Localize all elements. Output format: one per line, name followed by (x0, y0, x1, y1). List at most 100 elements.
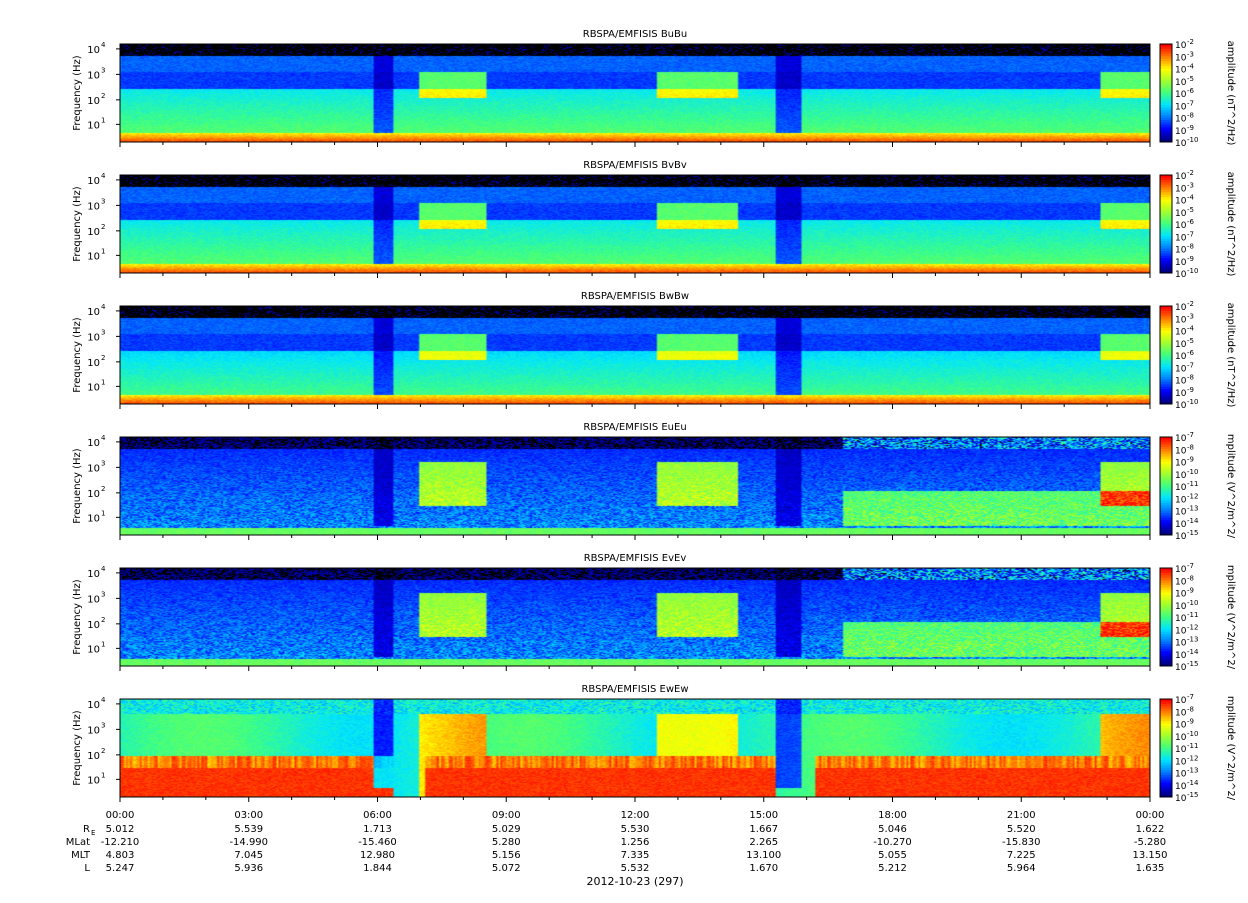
spectrogram-image (120, 437, 1150, 535)
colorbar-segment (1160, 767, 1172, 771)
colorbar-segment (1160, 772, 1172, 776)
ephemeris-value: -15.460 (358, 837, 397, 848)
colorbar-segment (1160, 260, 1172, 264)
colorbar-tick-label: 10 (1175, 614, 1187, 624)
colorbar-segment (1160, 306, 1172, 309)
colorbar-segment (1160, 748, 1172, 751)
colorbar-segment (1160, 216, 1172, 220)
colorbar-tick-exponent: -7 (1187, 230, 1194, 238)
y-axis-label: Frequency (Hz) (72, 317, 83, 393)
colorbar-tick-exponent: -10 (1187, 730, 1198, 738)
y-tick-label: 10 (87, 775, 100, 786)
x-tick-label: 03:00 (234, 810, 263, 821)
colorbar-frame (1159, 174, 1173, 274)
colorbar-label: mplitude (V^2/m^2/ (1225, 565, 1236, 670)
colorbar-segment (1160, 643, 1172, 647)
y-tick-label: 10 (87, 120, 100, 131)
colorbar-segment (1160, 757, 1172, 761)
ephemeris-value: 1.713 (363, 824, 392, 835)
colorbar-tick-exponent: -10 (1187, 267, 1198, 275)
colorbar-segment (1160, 258, 1172, 262)
y-tick-exponent: 1 (101, 116, 105, 124)
colorbar-tick-exponent: -15 (1187, 791, 1198, 799)
colorbar-segment (1160, 745, 1172, 749)
colorbar-segment (1160, 789, 1172, 793)
colorbar-label: mplitude (V^2/m^2/ (1225, 696, 1236, 801)
y-tick-label: 10 (87, 644, 100, 655)
ephemeris-value: 5.055 (878, 850, 907, 861)
x-tick-label: 21:00 (1007, 810, 1036, 821)
y-tick-exponent: 1 (101, 640, 105, 648)
colorbar-frame (1159, 305, 1173, 405)
y-tick-exponent: 3 (101, 328, 105, 336)
panel-title: RBSPA/EMFISIS EwEw (581, 684, 688, 695)
colorbar-segment (1160, 651, 1172, 655)
colorbar-segment (1160, 187, 1172, 191)
y-tick-label: 10 (87, 463, 100, 474)
colorbar-tick-exponent: -12 (1187, 754, 1198, 762)
colorbar-tick-label: 10 (1175, 626, 1187, 636)
colorbar-tick-exponent: -9 (1187, 124, 1194, 132)
colorbar-segment (1160, 594, 1172, 598)
colorbar-tick-label: 10 (1175, 782, 1187, 792)
colorbar-tick-label: 10 (1175, 733, 1187, 743)
colorbar-segment (1160, 228, 1172, 232)
colorbar-segment (1160, 332, 1172, 336)
colorbar-tick-label: 10 (1175, 303, 1187, 313)
colorbar-segment (1160, 609, 1172, 613)
colorbar-tick-label: 10 (1175, 459, 1187, 469)
colorbar-segment (1160, 760, 1172, 764)
date-label: 2012-10-23 (297) (586, 875, 683, 888)
colorbar-segment (1160, 721, 1172, 724)
colorbar-segment (1160, 520, 1172, 524)
colorbar-tick-label: 10 (1175, 639, 1187, 649)
time-axis: 00:00 03:00 06:00 09:00 12:00 15:00 18:00 21:00… (106, 810, 1165, 821)
colorbar-segment (1160, 112, 1172, 116)
colorbar-segment (1160, 83, 1172, 87)
colorbar-segment (1160, 364, 1172, 368)
ephemeris-value: 13.150 (1133, 850, 1168, 861)
ephemeris-value: 5.046 (878, 824, 907, 835)
colorbar-tick-label: 10 (1175, 139, 1187, 149)
ephemeris-value: 1.256 (621, 837, 650, 848)
colorbar-segment (1160, 310, 1172, 314)
colorbar-segment (1160, 580, 1172, 584)
colorbar-tick-exponent: -5 (1187, 75, 1194, 83)
colorbar-segment (1160, 102, 1172, 106)
colorbar-tick-label: 10 (1175, 757, 1187, 767)
colorbar-segment (1160, 224, 1172, 227)
colorbar-tick-exponent: -7 (1187, 693, 1194, 701)
colorbar-segment (1160, 587, 1172, 591)
colorbar-segment (1160, 522, 1172, 526)
colorbar-segment (1160, 577, 1172, 581)
colorbar-segment (1160, 394, 1172, 398)
colorbar-segment (1160, 70, 1172, 74)
colorbar-tick-label: 10 (1175, 328, 1187, 338)
colorbar-segment (1160, 451, 1172, 455)
colorbar-segment (1160, 209, 1172, 213)
colorbar-segment (1160, 718, 1172, 722)
colorbar-tick-exponent: -15 (1187, 660, 1198, 668)
colorbar-tick-exponent: -8 (1187, 443, 1194, 451)
colorbar-segment (1160, 572, 1172, 576)
colorbar-segment (1160, 525, 1172, 529)
ephemeris-value: 5.936 (234, 863, 263, 874)
colorbar-tick-exponent: -7 (1187, 562, 1194, 570)
ephemeris-value: 5.964 (1007, 863, 1036, 874)
colorbar-frame (1159, 567, 1173, 667)
colorbar-segment (1160, 439, 1172, 443)
colorbar-segment (1160, 483, 1172, 487)
colorbar-segment (1160, 80, 1172, 84)
colorbar-frame (1159, 43, 1173, 143)
colorbar-segment (1160, 197, 1172, 200)
colorbar-segment (1160, 219, 1172, 223)
colorbar-segment (1160, 73, 1172, 77)
y-tick-label: 10 (87, 438, 100, 449)
colorbar-segment (1160, 750, 1172, 754)
colorbar-segment (1160, 347, 1172, 351)
colorbar-tick-exponent: -11 (1187, 480, 1198, 488)
ephemeris-value: -5.280 (1134, 837, 1166, 848)
y-tick-label: 10 (87, 725, 100, 736)
